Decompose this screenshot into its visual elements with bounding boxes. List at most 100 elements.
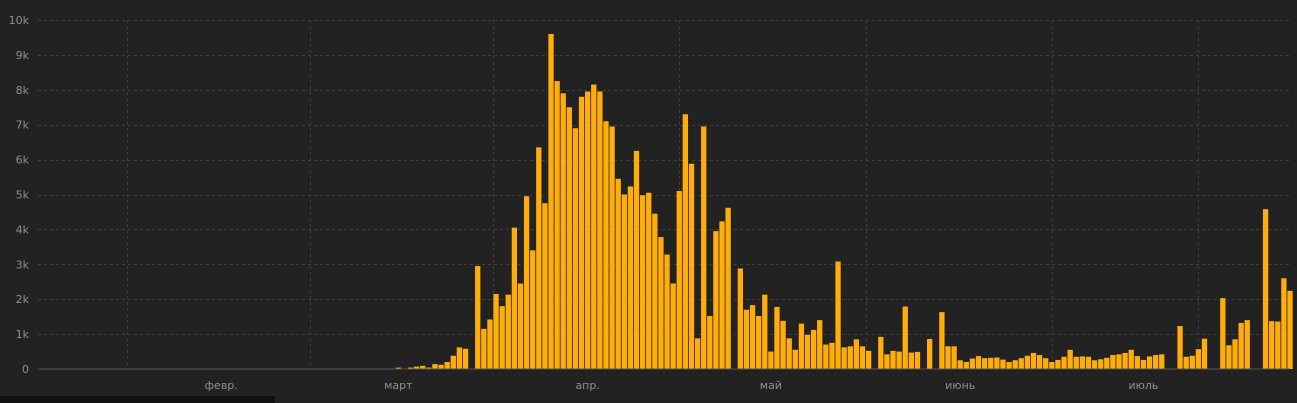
bar [1232,339,1238,369]
x-tick-label: май [760,379,782,392]
bar [407,367,414,369]
bar [542,203,548,369]
bar [511,227,518,369]
bar [1055,359,1061,369]
bar [859,346,866,369]
bar [450,355,456,369]
bar [1012,360,1018,369]
bar [1079,356,1086,369]
bar [627,186,634,369]
bar [969,358,976,369]
bar [829,342,835,369]
bar [444,362,450,369]
bar [414,366,420,369]
bar [865,350,872,369]
bar [896,351,902,369]
bar [1140,359,1147,369]
bar [798,323,805,369]
bar [530,250,536,369]
bar [756,315,762,369]
bar [835,261,841,369]
x-tick-label: апр. [575,379,599,392]
bar [1091,360,1098,369]
x-tick-label: март [384,379,413,392]
bar [762,294,768,369]
bar [847,346,853,369]
bar [1146,356,1153,369]
bar [505,294,511,369]
bar [603,121,609,370]
bar [951,346,957,369]
bar [884,354,890,369]
bar [1024,355,1031,369]
bar [1220,298,1226,369]
bar [1067,349,1073,369]
y-tick-label: 10k [9,14,30,27]
bar [493,293,499,369]
bar [1159,354,1165,369]
bar [1201,338,1208,369]
bar [1226,345,1232,369]
bar [963,362,969,369]
bar [1085,356,1092,369]
bar [658,237,664,369]
bar [841,347,847,369]
bar [1043,358,1049,369]
bottom-strip [0,396,275,403]
bar [786,338,792,369]
bar [652,213,658,369]
bar [438,364,444,369]
bar [1275,321,1281,369]
bar [554,81,560,369]
bar [499,306,505,369]
bar [517,283,524,369]
bar [615,178,621,369]
bar [774,306,780,369]
y-tick-label: 0 [22,363,29,376]
bar [939,312,945,369]
bar [1098,359,1104,369]
bar [572,128,579,369]
bar [1061,356,1067,369]
y-axis-tick-labels: 0 1k 2k 3k 4k 5k 6k 7k 8k 9k 10k [9,14,30,376]
bar [890,350,896,369]
bar [1177,326,1183,369]
bar [1110,355,1116,369]
bar [780,320,786,369]
bar [462,348,469,369]
bar [688,163,695,369]
bar [566,107,572,369]
bar [548,33,554,370]
x-tick-label: февр. [205,379,238,392]
bar [1183,356,1189,369]
bar [1244,320,1250,369]
bar [1189,355,1195,369]
bar [768,351,774,369]
bar [975,356,982,369]
bar [560,93,566,369]
y-tick-label: 5k [16,189,30,202]
bar [737,268,743,369]
y-tick-label: 8k [16,84,30,97]
bar [1073,356,1079,369]
bar [1287,290,1293,369]
bar [1195,349,1202,369]
bar [749,305,756,369]
bar [1000,359,1006,369]
bar [597,91,603,369]
bar [1006,362,1012,369]
bar [456,347,463,369]
y-tick-label: 4k [16,223,30,236]
bar [988,357,994,369]
bar [725,207,731,369]
bar [609,126,615,369]
bar [823,344,829,369]
bar [945,346,951,369]
bar [670,283,676,369]
bar [1036,355,1043,369]
x-tick-label: июнь [945,379,975,392]
bar [853,339,860,369]
bar [664,254,670,369]
x-axis-tick-labels: февр. март апр. май июнь июль [205,379,1159,392]
bar [1030,352,1037,369]
